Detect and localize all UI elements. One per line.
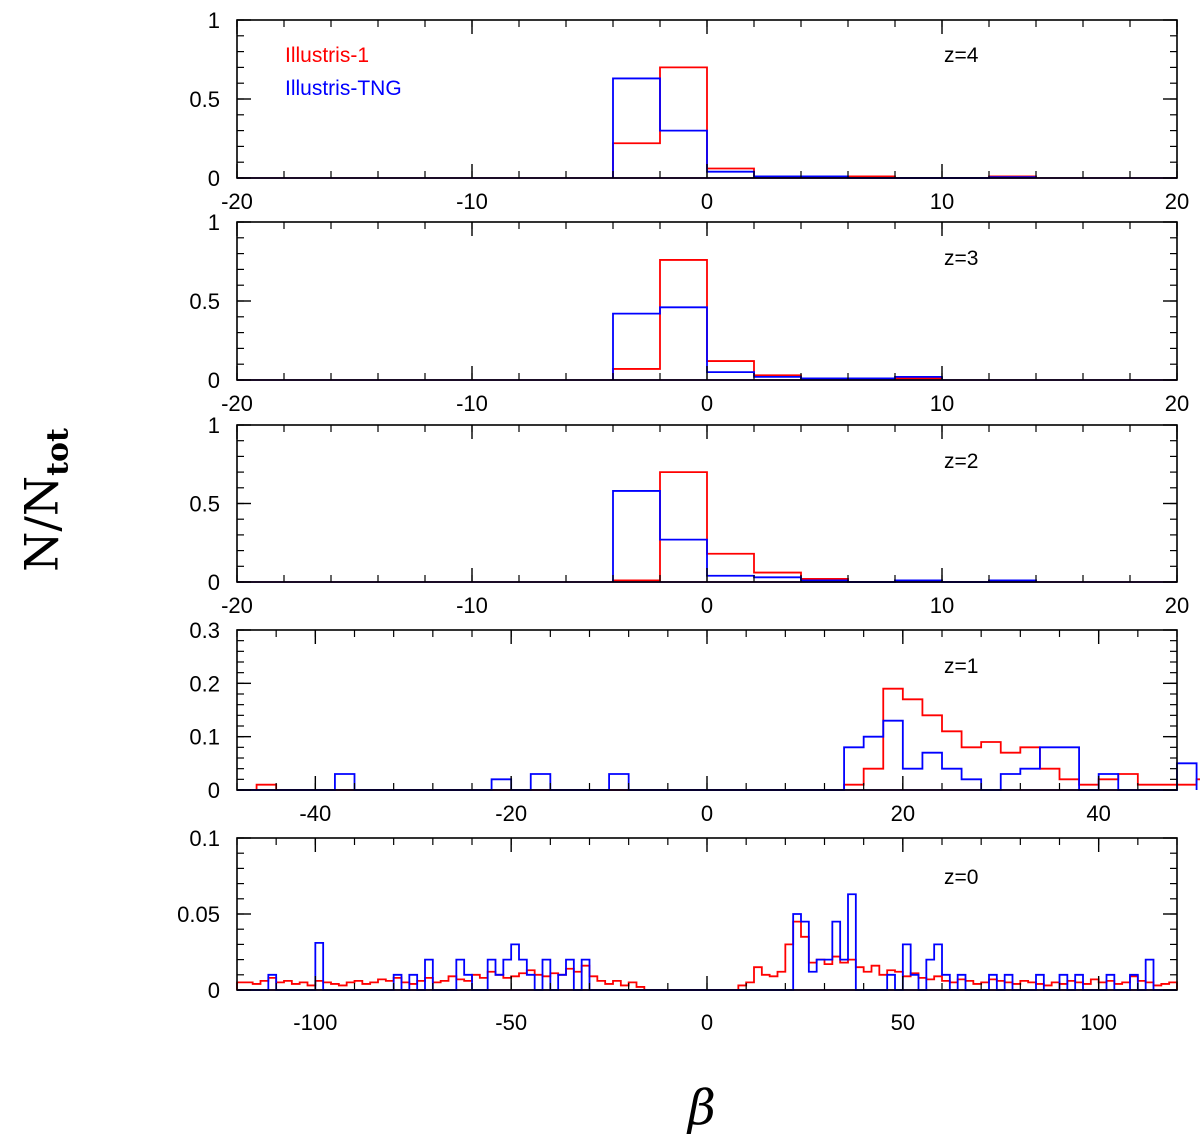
x-tick-label: -20	[221, 189, 253, 214]
panel-z=4: -20 -10 0 10 20 0 0.5 1 z=4	[189, 8, 1189, 214]
y-tick-label: 1	[208, 413, 220, 438]
y-tick-label: 0.1	[189, 725, 220, 750]
panel-z=0: -100 -50 0 50 100 0 0.05 0.1 z=0	[177, 826, 1178, 1035]
y-axis-label-subscript: tot	[40, 428, 76, 476]
x-tick-label: -10	[456, 391, 488, 416]
panel-z=2: -20 -10 0 10 20 0 0.5 1 z=2	[189, 413, 1189, 618]
x-tick-label: -20	[495, 801, 527, 826]
histogram-illustris-1	[255, 687, 1200, 791]
y-tick-label: 0.5	[189, 289, 220, 314]
y-tick-label: 0	[208, 570, 220, 595]
x-tick-label: -10	[456, 593, 488, 618]
x-tick-label: 0	[701, 801, 713, 826]
y-tick-label: 0	[208, 778, 220, 803]
y-tick-label: 0.2	[189, 671, 220, 696]
x-tick-label: 20	[1165, 391, 1189, 416]
panel-title: z=0	[944, 866, 978, 889]
y-tick-label: 0	[208, 368, 220, 393]
x-tick-label: 0	[701, 189, 713, 214]
histogram-illustris-tng	[237, 893, 1177, 991]
axes-frame	[236, 837, 1178, 991]
panel-title: z=4	[944, 44, 979, 67]
y-tick-label: 0.3	[189, 618, 220, 643]
x-tick-label: -20	[221, 391, 253, 416]
x-tick-label: 0	[701, 593, 713, 618]
y-tick-label: 0	[208, 978, 220, 1003]
x-tick-label: 40	[1086, 801, 1110, 826]
panel-title: z=1	[944, 655, 978, 678]
panel-title: z=2	[944, 450, 978, 473]
x-tick-label: 10	[930, 593, 954, 618]
x-tick-label: 100	[1080, 1010, 1117, 1035]
x-tick-label: -10	[456, 189, 488, 214]
x-tick-label: 10	[930, 189, 954, 214]
y-tick-label: 1	[208, 8, 220, 33]
x-tick-label: 20	[1165, 593, 1189, 618]
histogram-illustris-1	[612, 471, 1037, 583]
x-axis-label: β	[688, 1080, 716, 1136]
x-tick-label: 50	[891, 1010, 915, 1035]
histogram-illustris-1	[612, 259, 943, 380]
x-tick-label: 0	[701, 391, 713, 416]
x-tick-label: 10	[930, 391, 954, 416]
y-tick-label: 0.5	[189, 87, 220, 112]
x-tick-label: 20	[1165, 189, 1189, 214]
histogram-illustris-tng	[612, 306, 943, 380]
y-tick-label: 0.5	[189, 492, 220, 517]
y-tick-label: 1	[208, 210, 220, 235]
histogram-illustris-tng	[612, 77, 1037, 179]
panel-title: z=3	[944, 247, 978, 270]
y-tick-label: 0.05	[177, 902, 220, 927]
histogram-illustris-1	[612, 66, 1037, 179]
y-tick-label: 0.1	[189, 826, 220, 851]
legend-entry-0: Illustris-1	[285, 44, 369, 67]
panel-z=1: -40 -20 0 20 40 0 0.1 0.2 0.3 z=1	[189, 618, 1200, 826]
legend: Illustris-1 Illustris-TNG	[285, 44, 402, 100]
x-tick-label: 20	[891, 801, 915, 826]
axes-frame	[236, 629, 1178, 791]
x-tick-label: -100	[293, 1010, 337, 1035]
legend-entry-1: Illustris-TNG	[285, 77, 402, 100]
panel-z=3: -20 -10 0 10 20 0 0.5 1 z=3	[189, 210, 1189, 416]
x-tick-label: -40	[299, 801, 331, 826]
y-axis-label: N/Ntot	[0, 400, 90, 600]
x-tick-label: 0	[701, 1010, 713, 1035]
x-tick-label: -20	[221, 593, 253, 618]
y-tick-label: 0	[208, 166, 220, 191]
histogram-illustris-tng	[237, 719, 1198, 791]
histogram-illustris-tng	[612, 490, 1037, 583]
y-axis-label-main: N/N	[14, 475, 69, 572]
x-tick-label: -50	[495, 1010, 527, 1035]
